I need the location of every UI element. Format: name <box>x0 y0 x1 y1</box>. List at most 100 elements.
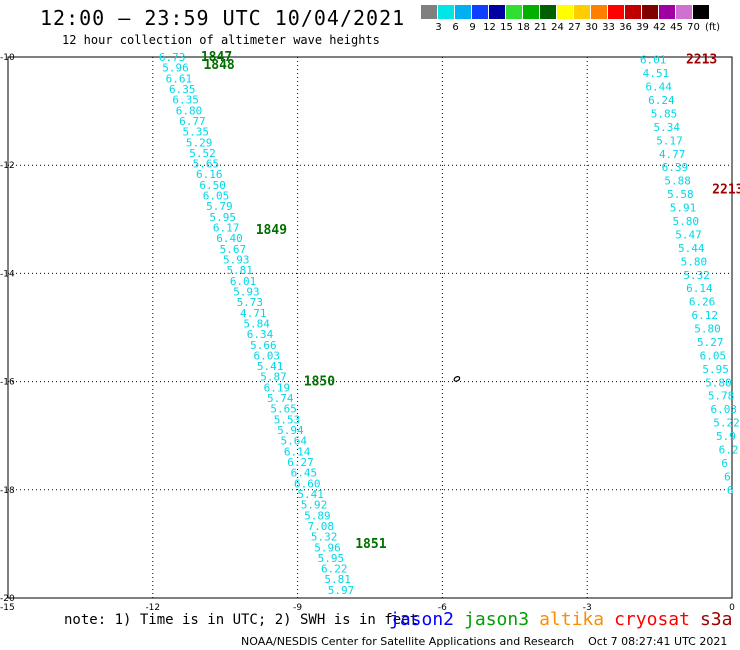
lon-tick-label: -12 <box>145 603 160 613</box>
swh-value: 4.51 <box>643 67 670 80</box>
swh-value: 5.79 <box>206 200 233 213</box>
legend-swatch <box>642 5 659 19</box>
swh-value: 6.27 <box>287 456 314 469</box>
legend-swatch <box>540 5 557 19</box>
legend-label: 36 <box>619 22 632 33</box>
swh-value: 5.96 <box>314 541 341 554</box>
map-frame <box>7 56 733 599</box>
legend-swatch <box>557 5 574 19</box>
pass-time-label: 1848 <box>203 58 234 73</box>
legend-label: 9 <box>469 22 476 33</box>
swh-value: 5.81 <box>324 573 351 586</box>
swh-value: 6.35 <box>169 83 196 96</box>
page-title: 12:00 – 23:59 UTC 10/04/2021 <box>40 6 406 30</box>
swh-value: 5.74 <box>267 392 294 405</box>
swh-value: 5.92 <box>301 499 328 512</box>
legend-label: 30 <box>585 22 598 33</box>
lat-tick-label: -20 <box>0 594 15 604</box>
swh-value: 6.34 <box>247 328 274 341</box>
swh-value: 5.89 <box>304 509 331 522</box>
swh-value: 5.80 <box>681 255 708 268</box>
swh-value: 6 <box>721 457 728 470</box>
swh-value: 5.35 <box>183 126 210 139</box>
legend-swatch <box>455 5 472 19</box>
swh-value: 5.65 <box>270 403 297 416</box>
swh-value: 5.41 <box>297 488 324 501</box>
swh-value: 6.61 <box>166 72 193 85</box>
swh-value: 5.85 <box>651 107 678 120</box>
pass-time-label: 1849 <box>256 223 287 238</box>
swh-value: 5.41 <box>257 360 284 373</box>
swh-value: 5.80 <box>705 376 732 389</box>
swh-value: 6.03 <box>711 403 738 416</box>
swh-value: 5.34 <box>654 121 681 134</box>
lon-tick-label: -3 <box>583 603 592 613</box>
island-outline <box>453 376 461 382</box>
swh-value: 6.39 <box>662 161 689 174</box>
satellite-jason3: jason3 <box>464 609 530 630</box>
swh-value: 5.78 <box>708 390 735 403</box>
swh-value: 5.91 <box>670 202 697 215</box>
swh-value: 4.77 <box>659 148 686 161</box>
swh-value: 6.73 <box>159 51 186 64</box>
swh-value: 6.24 <box>648 94 675 107</box>
legend-swatch <box>591 5 608 19</box>
legend-label: 21 <box>534 22 547 33</box>
legend-swatch <box>472 5 489 19</box>
swh-value: 6.19 <box>264 381 291 394</box>
legend-label: 45 <box>670 22 683 33</box>
credit-agency: NOAA/NESDIS Center for Satellite Applica… <box>241 635 575 648</box>
satellite-legend: jason2 jason3 altika cryosat s3a <box>389 609 740 630</box>
pass-time-label: 1850 <box>304 375 335 390</box>
pass-time-label: 2213 <box>712 183 740 198</box>
swh-value: 5.81 <box>226 264 253 277</box>
lat-tick-label: -18 <box>0 486 15 496</box>
swh-value: 5.52 <box>189 147 216 160</box>
swh-value: 6.60 <box>294 477 321 490</box>
swh-value: 6.14 <box>284 445 311 458</box>
legend-label: 18 <box>517 22 530 33</box>
swh-value: 5.96 <box>162 62 189 75</box>
swh-value: 5.47 <box>675 228 702 241</box>
legend-swatch <box>574 5 591 19</box>
legend-swatch <box>438 5 455 19</box>
pass-time-label: 1847 <box>201 50 232 65</box>
legend-swatch <box>659 5 676 19</box>
swh-value: 6.44 <box>645 81 672 94</box>
swh-value: 6.14 <box>686 282 713 295</box>
swh-value: 4.71 <box>240 307 266 320</box>
swh-value: 5.9 <box>716 430 736 443</box>
swh-value: 5.58 <box>667 188 694 201</box>
lon-tick-label: -15 <box>0 603 15 613</box>
legend-label: 24 <box>551 22 564 33</box>
swh-value: 5.88 <box>664 175 691 188</box>
swh-value: 6.26 <box>689 296 716 309</box>
swh-value: 6 <box>724 470 731 483</box>
satellite-s3a: s3a <box>699 609 733 630</box>
lat-tick-label: -12 <box>0 161 15 171</box>
swh-value: 5.97 <box>328 584 355 597</box>
swh-value: 7.08 <box>308 520 335 533</box>
pass-time-label: 2213 <box>686 53 717 68</box>
swh-value: 6.03 <box>253 349 280 362</box>
swh-value: 6.40 <box>216 232 243 245</box>
lon-tick-label: 0 <box>729 603 735 613</box>
swh-value: 5.17 <box>656 134 683 147</box>
swh-value: 5.94 <box>277 424 304 437</box>
swh-value: 5.27 <box>697 336 724 349</box>
swh-value: 6.45 <box>291 467 318 480</box>
pass-time-label: 1851 <box>355 537 386 552</box>
swh-value: 5.95 <box>210 211 237 224</box>
credit-line: NOAA/NESDIS Center for Satellite Applica… <box>241 635 740 648</box>
swh-value: 6.05 <box>203 190 230 203</box>
swh-value: 5.87 <box>260 371 287 384</box>
swh-value: 6.05 <box>700 349 727 362</box>
swh-value: 5.32 <box>683 269 710 282</box>
swh-value: 5.67 <box>220 243 247 256</box>
swh-value: 6.16 <box>196 168 223 181</box>
satellite-cryosat: cryosat <box>614 609 690 630</box>
swh-value: 5.66 <box>250 339 277 352</box>
swh-value: 5.73 <box>237 296 263 309</box>
swh-value: 5.32 <box>311 531 338 544</box>
